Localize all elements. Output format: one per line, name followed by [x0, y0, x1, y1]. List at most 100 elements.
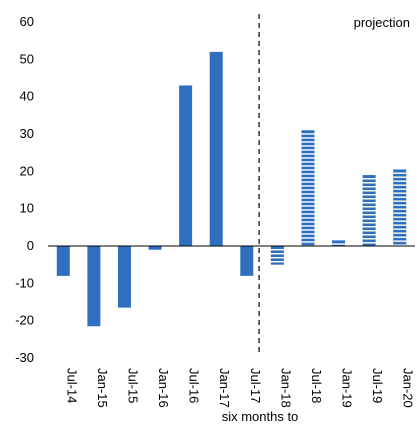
projection-stripe [301, 213, 314, 214]
projection-stripe [363, 222, 376, 223]
projection-stripe [363, 182, 376, 183]
y-tick-label: -10 [15, 275, 34, 290]
bar-rect [87, 246, 100, 326]
projection-stripe [271, 261, 284, 262]
bars [57, 52, 406, 326]
x-tick-label: Jan-19 [340, 368, 355, 408]
bar-rect [118, 246, 131, 308]
bar-rect [240, 246, 253, 276]
projection-stripe [301, 173, 314, 174]
bar-rect [332, 240, 345, 246]
projection-stripe [301, 157, 314, 158]
projection-stripe [363, 198, 376, 199]
projection-stripe [301, 169, 314, 170]
projected-bar [363, 175, 376, 246]
projection-stripe [363, 230, 376, 231]
projection-stripe [363, 214, 376, 215]
x-tick-label: Jan-18 [278, 368, 293, 408]
projection-stripe [393, 220, 406, 221]
projection-stripe [301, 149, 314, 150]
projection-stripe [301, 137, 314, 138]
projection-stripe [393, 216, 406, 217]
projection-stripe [271, 257, 284, 258]
bar [57, 246, 70, 276]
projection-stripe [393, 232, 406, 233]
projection-stripe [363, 210, 376, 211]
projection-stripe [301, 141, 314, 142]
projection-stripe [301, 189, 314, 190]
projection-stripe [301, 225, 314, 226]
projection-stripe [393, 180, 406, 181]
y-tick-label: -20 [15, 313, 34, 328]
x-tick-label: Jan-16 [156, 368, 171, 408]
projection-stripe [363, 178, 376, 179]
x-tick-label: Jan-17 [217, 368, 232, 408]
projection-stripe [393, 172, 406, 173]
projection-stripe [301, 181, 314, 182]
projection-stripe [363, 190, 376, 191]
x-tick-label: Jul-14 [64, 368, 79, 403]
projection-stripe [393, 240, 406, 241]
bar [210, 52, 223, 246]
x-tick-label: Jul-16 [187, 368, 202, 403]
projection-stripe [363, 186, 376, 187]
bar [179, 85, 192, 246]
projection-stripe [301, 193, 314, 194]
projection-stripe [363, 194, 376, 195]
projection-stripe [301, 209, 314, 210]
x-axis-title: six months to [222, 409, 299, 424]
y-axis-tick-labels: -30 -20 -10 0 10 20 30 40 50 60 [15, 14, 34, 365]
y-tick-label: 60 [20, 14, 34, 29]
bar-rect [301, 130, 314, 246]
projection-stripe [301, 153, 314, 154]
projection-stripe [301, 221, 314, 222]
projection-stripe [301, 133, 314, 134]
y-tick-label: 50 [20, 51, 34, 66]
projection-stripe [393, 228, 406, 229]
x-tick-label: Jan-20 [401, 368, 416, 408]
projection-stripe [363, 234, 376, 235]
x-tick-label: Jul-17 [248, 368, 263, 403]
projection-stripe [271, 253, 284, 254]
projection-stripe [271, 249, 284, 250]
projection-stripe [301, 233, 314, 234]
projection-stripe [393, 204, 406, 205]
projection-stripe [363, 226, 376, 227]
projection-stripe [332, 243, 345, 244]
projection-stripe [301, 217, 314, 218]
projection-stripe [301, 177, 314, 178]
y-tick-label: -30 [15, 350, 34, 365]
projected-bar [301, 130, 314, 246]
y-tick-label: 0 [27, 238, 34, 253]
x-axis-tick-labels: Jul-14 Jan-15 Jul-15 Jan-16 Jul-16 Jan-17 Jul-… [64, 368, 415, 408]
y-tick-label: 10 [20, 201, 34, 216]
bar [149, 246, 162, 250]
projection-stripe [363, 238, 376, 239]
bar [87, 246, 100, 326]
x-tick-label: Jul-19 [370, 368, 385, 403]
bar-rect [57, 246, 70, 276]
bar-rect [149, 246, 162, 250]
projection-stripe [393, 188, 406, 189]
projected-bar [393, 169, 406, 246]
projected-bar [332, 240, 345, 246]
projection-stripe [393, 176, 406, 177]
projection-stripe [363, 202, 376, 203]
projection-stripe [393, 236, 406, 237]
bar-rect [179, 85, 192, 246]
projection-stripe [393, 184, 406, 185]
y-tick-label: 30 [20, 126, 34, 141]
y-tick-label: 20 [20, 163, 34, 178]
projection-stripe [363, 206, 376, 207]
x-tick-label: Jan-15 [95, 368, 110, 408]
projection-stripe [301, 165, 314, 166]
projection-stripe [301, 205, 314, 206]
projection-stripe [301, 237, 314, 238]
projection-stripe [393, 192, 406, 193]
projection-stripe [301, 229, 314, 230]
projection-stripe [301, 145, 314, 146]
projection-stripe [301, 161, 314, 162]
projection-stripe [393, 224, 406, 225]
x-tick-label: Jul-15 [125, 368, 140, 403]
